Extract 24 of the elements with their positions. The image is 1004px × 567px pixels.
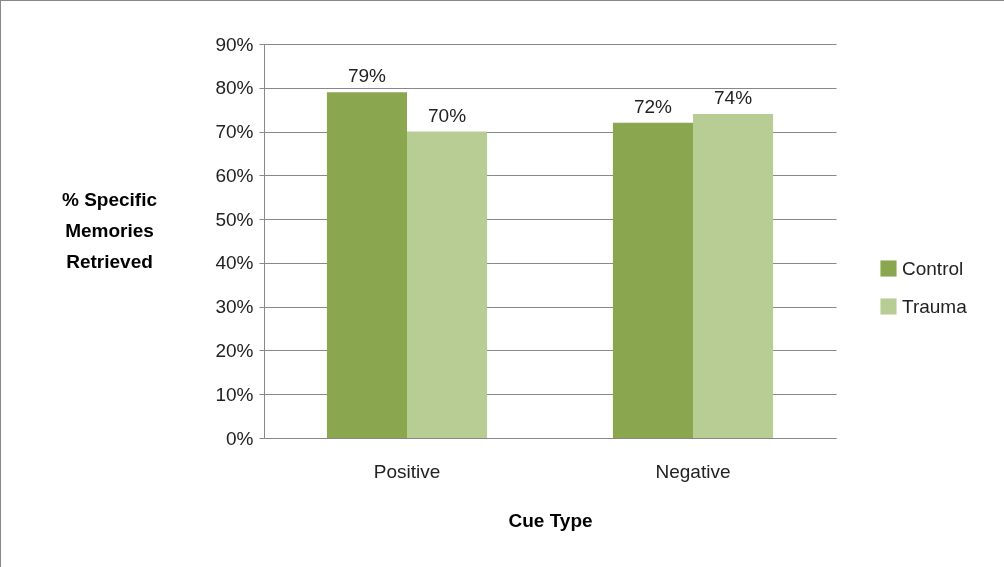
x-tick-label: Negative [655, 460, 731, 482]
y-tick-label: 30% [215, 296, 254, 318]
y-tick-label: 80% [215, 77, 254, 99]
y-tick-label: 60% [215, 164, 254, 186]
x-axis-title: Cue Type [508, 509, 593, 531]
y-axis-title: % Specific Memories Retrieved [61, 188, 158, 272]
data-label: 79% [347, 65, 387, 87]
data-label: 70% [428, 104, 467, 126]
legend-label: Control [902, 257, 964, 279]
data-label: 72% [633, 95, 673, 117]
y-tick-label: 40% [215, 252, 254, 274]
bar [326, 92, 407, 438]
legend-label: Trauma [902, 295, 968, 317]
y-tick-label: 0% [226, 427, 254, 449]
data-label: 74% [714, 87, 753, 109]
x-tick-label: Positive [373, 460, 441, 482]
bar [693, 114, 774, 438]
y-tick-label: 70% [215, 121, 254, 143]
y-tick-label: 50% [215, 208, 254, 230]
y-tick-label: 20% [215, 339, 254, 361]
y-tick-label: 10% [215, 383, 254, 405]
bar [407, 131, 488, 438]
y-tick-label: 90% [215, 33, 254, 55]
bar [612, 122, 693, 438]
